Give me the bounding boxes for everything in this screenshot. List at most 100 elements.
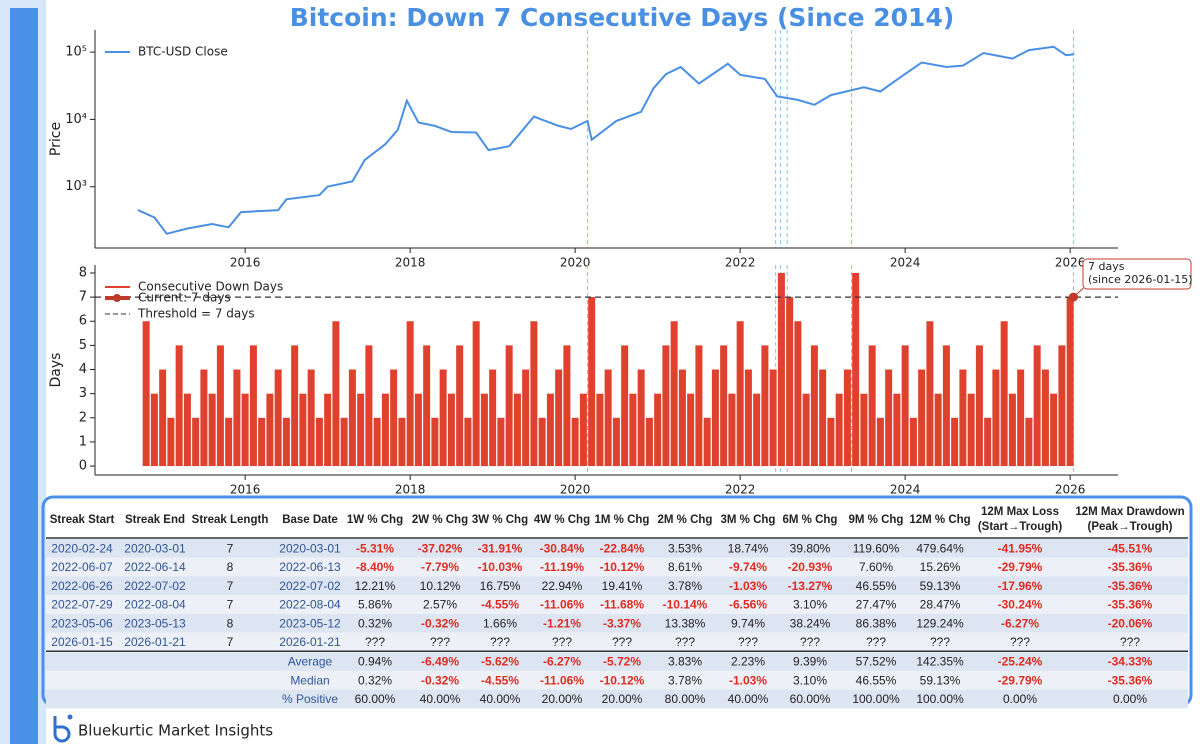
bar xyxy=(959,369,967,467)
cell: -0.32% xyxy=(421,673,459,687)
bar xyxy=(612,417,620,467)
cell: 142.35% xyxy=(916,655,964,669)
cell: 39.80% xyxy=(790,542,831,556)
x-tick-label: 2022 xyxy=(725,256,756,270)
bar xyxy=(282,417,290,467)
cell: ??? xyxy=(1120,635,1140,649)
bar xyxy=(522,369,530,467)
x-tick-label: 2020 xyxy=(560,256,591,270)
cell: 2022-07-02 xyxy=(124,579,186,593)
bar xyxy=(786,297,794,467)
bar xyxy=(505,345,513,467)
row-bg xyxy=(46,539,1188,558)
cell: 19.41% xyxy=(602,579,643,593)
cell: 60.00% xyxy=(790,692,831,706)
y-tick-label: 6 xyxy=(79,314,87,329)
bar xyxy=(670,321,678,467)
summary-label: Median xyxy=(290,673,329,687)
cell: ??? xyxy=(866,635,886,649)
column-header: 9M % Chg xyxy=(849,514,904,526)
cell: -6.56% xyxy=(729,598,767,612)
legend-label: Current: 7 days xyxy=(138,291,231,305)
cell: -35.36% xyxy=(1108,579,1153,593)
bar xyxy=(728,393,736,467)
cell: 0.00% xyxy=(1113,692,1147,706)
bar xyxy=(984,417,992,467)
cell: -5.31% xyxy=(356,542,394,556)
cell: 2020-02-24 xyxy=(51,542,113,556)
cell: ??? xyxy=(675,635,695,649)
bar xyxy=(885,369,893,467)
cell: 3.78% xyxy=(668,579,702,593)
y-tick-label: 3 xyxy=(79,386,87,401)
cell: 2.23% xyxy=(731,655,765,669)
bar xyxy=(555,369,563,467)
bar xyxy=(827,417,835,467)
cell: ??? xyxy=(430,635,450,649)
bar xyxy=(975,345,983,467)
bar xyxy=(835,393,843,467)
cell: 8 xyxy=(227,560,234,574)
footer: Bluekurtic Market Insights xyxy=(78,722,273,740)
price-line xyxy=(137,45,1075,235)
bar xyxy=(167,417,175,467)
cell: -25.24% xyxy=(998,655,1043,669)
cell: 2022-06-07 xyxy=(51,560,113,574)
bar xyxy=(637,369,645,467)
bar xyxy=(274,369,282,467)
cell: 2023-05-12 xyxy=(279,616,341,630)
column-header: Streak End xyxy=(125,514,185,526)
cell: 22.94% xyxy=(542,579,583,593)
cell: -11.06% xyxy=(540,673,584,687)
bar xyxy=(703,417,711,467)
cell: ??? xyxy=(1010,635,1030,649)
row-bg xyxy=(46,632,1188,652)
bar xyxy=(802,393,810,467)
cell: -0.32% xyxy=(421,616,459,630)
cell: -35.36% xyxy=(1108,673,1153,687)
cell: 2022-08-04 xyxy=(279,598,341,612)
bar xyxy=(150,393,158,467)
cell: 2026-01-21 xyxy=(279,635,341,649)
legend-label: Threshold = 7 days xyxy=(137,307,255,321)
cell: -1.03% xyxy=(729,579,767,593)
logo-icon xyxy=(53,716,71,743)
cell: 9.74% xyxy=(731,616,765,630)
cell: 119.60% xyxy=(853,542,900,556)
cell: 20.00% xyxy=(602,692,643,706)
cell: 27.47% xyxy=(856,598,897,612)
bar xyxy=(876,417,884,467)
x-tick-label: 2016 xyxy=(230,483,261,497)
cell: 100.00% xyxy=(852,692,900,706)
bar xyxy=(1050,393,1058,467)
y-tick-label: 10⁵ xyxy=(65,45,87,60)
cell: 2.57% xyxy=(423,598,457,612)
cell: 8.61% xyxy=(668,560,702,574)
bar xyxy=(175,345,183,467)
y-tick-label: 8 xyxy=(79,265,87,280)
bar xyxy=(159,369,167,467)
bar xyxy=(654,393,662,467)
cell: ??? xyxy=(365,635,385,649)
y-tick-label: 10⁴ xyxy=(65,112,87,127)
bar xyxy=(918,369,926,467)
bar xyxy=(810,345,818,467)
bar xyxy=(291,345,299,467)
cell: 12.21% xyxy=(355,579,396,593)
y-tick-label: 1 xyxy=(79,434,87,449)
x-tick-label: 2024 xyxy=(890,483,921,497)
cell: 40.00% xyxy=(420,692,461,706)
cell: -30.24% xyxy=(998,598,1043,612)
cell: 479.64% xyxy=(916,542,964,556)
cell: 129.24% xyxy=(916,616,964,630)
column-header: 3M % Chg xyxy=(721,514,776,526)
row-bg xyxy=(46,670,1188,690)
cell: 2026-01-15 xyxy=(51,635,113,649)
bar xyxy=(736,321,744,467)
column-header: 12M Max Loss xyxy=(981,506,1059,518)
bar xyxy=(852,272,860,467)
cell: -11.06% xyxy=(540,598,584,612)
logo-dot xyxy=(67,714,73,720)
bar xyxy=(777,272,785,467)
